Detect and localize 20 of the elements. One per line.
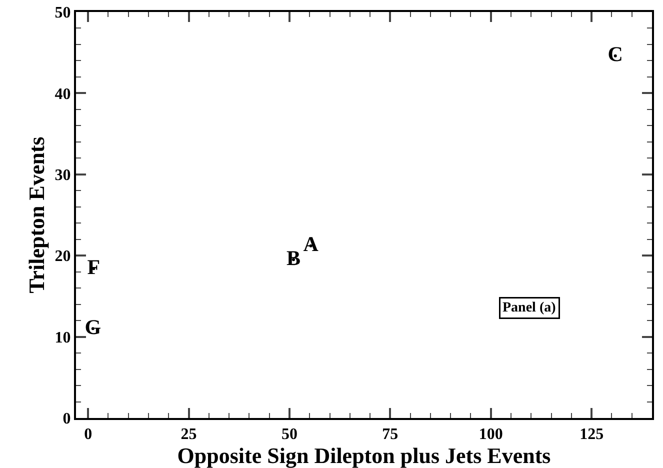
x-tick-label: 50: [281, 426, 298, 444]
data-label: B: [286, 246, 301, 270]
x-tick-label: 125: [580, 426, 604, 444]
annotation: Panel (a): [502, 300, 556, 316]
y-tick-label: 30: [54, 167, 71, 184]
data-label: F: [87, 254, 100, 279]
y-axis-title: Trilepton Events: [24, 136, 50, 294]
y-tick-label: 10: [54, 329, 71, 346]
y-tick-label: 20: [54, 248, 71, 266]
x-tick-label: 25: [180, 426, 197, 444]
x-tick-label: 75: [382, 426, 398, 444]
data-label: G: [84, 314, 102, 339]
x-tick-label: 100: [478, 426, 503, 444]
x-tick-label: 0: [84, 426, 92, 444]
y-tick-label: 40: [54, 86, 71, 103]
data-label: C: [608, 42, 623, 66]
y-tick-label: 50: [54, 4, 71, 22]
y-tick-label: 0: [62, 410, 71, 428]
x-axis-title: Opposite Sign Dilepton plus Jets Events: [177, 443, 552, 468]
data-label: A: [303, 232, 320, 256]
